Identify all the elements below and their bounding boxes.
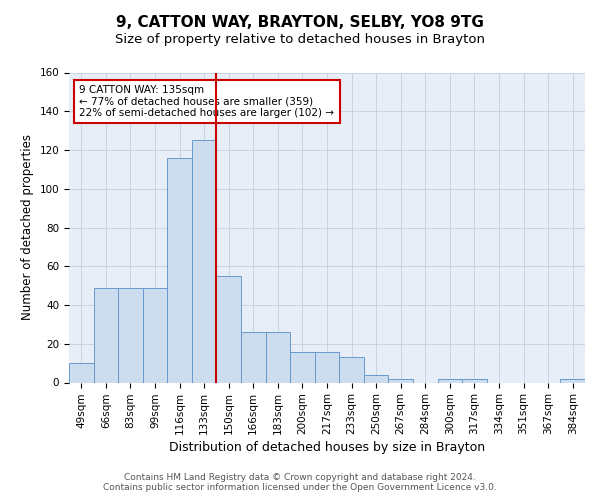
Bar <box>192 140 217 382</box>
Text: 9, CATTON WAY, BRAYTON, SELBY, YO8 9TG: 9, CATTON WAY, BRAYTON, SELBY, YO8 9TG <box>116 15 484 30</box>
Bar <box>339 358 364 382</box>
Bar <box>364 375 388 382</box>
Bar <box>560 378 585 382</box>
Bar <box>290 352 315 382</box>
Text: Distribution of detached houses by size in Brayton: Distribution of detached houses by size … <box>169 441 485 454</box>
Bar <box>143 288 167 382</box>
Bar <box>266 332 290 382</box>
Bar <box>437 378 462 382</box>
Bar <box>167 158 192 382</box>
Bar <box>94 288 118 382</box>
Y-axis label: Number of detached properties: Number of detached properties <box>21 134 34 320</box>
Bar <box>462 378 487 382</box>
Bar <box>69 363 94 382</box>
Bar <box>118 288 143 382</box>
Bar <box>388 378 413 382</box>
Text: Contains HM Land Registry data © Crown copyright and database right 2024.
Contai: Contains HM Land Registry data © Crown c… <box>103 473 497 492</box>
Text: 9 CATTON WAY: 135sqm
← 77% of detached houses are smaller (359)
22% of semi-deta: 9 CATTON WAY: 135sqm ← 77% of detached h… <box>79 85 334 118</box>
Bar <box>217 276 241 382</box>
Bar <box>241 332 266 382</box>
Text: Size of property relative to detached houses in Brayton: Size of property relative to detached ho… <box>115 34 485 46</box>
Bar <box>315 352 339 382</box>
